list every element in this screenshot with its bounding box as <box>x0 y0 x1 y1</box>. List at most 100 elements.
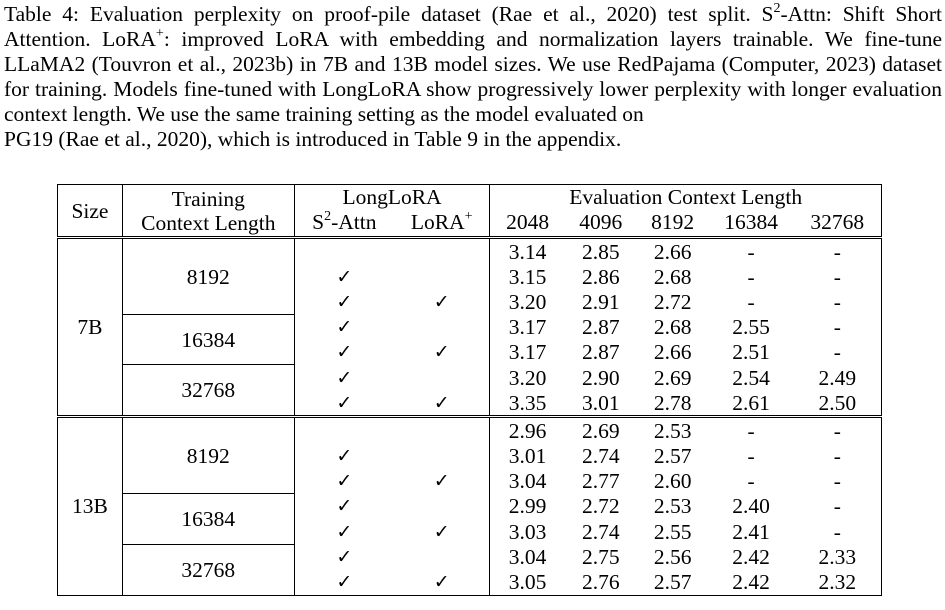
s2-attn-check: ✓ <box>336 545 353 568</box>
lora-plus-check: ✓ <box>393 289 491 315</box>
lora-plus-check <box>393 493 491 520</box>
s2-label: S <box>312 210 325 234</box>
caption-sup-plus: + <box>155 25 164 41</box>
value-4096: 2.86 <box>581 264 620 289</box>
value-16384: 2.40 <box>732 494 770 519</box>
value-32768: - <box>793 289 882 315</box>
value-4096: 2.76 <box>564 569 637 596</box>
value-2048: 3.14 <box>508 239 547 264</box>
s2-sup: 2 <box>324 208 332 224</box>
s2-attn-check: ✓ <box>294 390 394 419</box>
value-2048: 2.99 <box>508 494 547 519</box>
value-2048: 3.04 <box>508 469 547 494</box>
lora-plus-check <box>393 544 491 570</box>
s2-attn-check <box>294 238 394 265</box>
s2-attn-check: ✓ <box>336 316 353 339</box>
value-32768: - <box>793 468 882 494</box>
value-2048: 3.20 <box>508 289 547 314</box>
header-longlora: LongLoRA <box>294 184 491 209</box>
value-16384: 2.51 <box>732 340 770 365</box>
value-8192: 2.56 <box>653 544 692 569</box>
training-context-cell: 16384 <box>122 493 295 545</box>
header-eval-4096: 4096 <box>564 209 637 239</box>
lora-plus-check <box>393 443 491 469</box>
value-16384: - <box>747 264 755 289</box>
header-size: Size <box>57 184 123 239</box>
results-table: Size Training Context Length LongLoRA Ev… <box>57 184 882 596</box>
value-16384: 2.54 <box>732 365 770 390</box>
value-32768: 2.49 <box>793 364 882 391</box>
header-training-context: Training Context Length <box>122 184 295 239</box>
header-eval-32768: 32768 <box>793 209 882 239</box>
value-16384: - <box>747 289 755 314</box>
caption-sup-2: 2 <box>773 0 781 16</box>
caption-last-line: PG19 (Rae et al., 2020), which is introd… <box>4 127 622 151</box>
header-eval-8192: 8192 <box>636 209 709 239</box>
s2-attn-check: ✓ <box>336 265 353 288</box>
s2-attn-check: ✓ <box>336 470 353 493</box>
value-4096: 2.85 <box>581 239 620 264</box>
header-eval-2048: 2048 <box>489 209 565 239</box>
header-training-line2: Context Length <box>141 210 276 235</box>
value-2048: 2.96 <box>508 418 547 443</box>
value-2048: 3.35 <box>489 390 565 419</box>
value-16384: - <box>747 444 755 469</box>
s2-attn-check: ✓ <box>336 290 353 313</box>
value-32768: 2.50 <box>793 390 882 419</box>
value-4096: 3.01 <box>564 390 637 419</box>
lora-plus-check <box>393 314 491 340</box>
size-cell: 13B <box>57 416 123 596</box>
value-4096: 2.87 <box>581 340 620 365</box>
training-context-cell: 16384 <box>122 314 295 366</box>
value-8192: 2.72 <box>653 289 692 314</box>
lora-sup: + <box>464 208 473 224</box>
training-context-cell: 8192 <box>122 237 295 316</box>
training-context-cell: 32768 <box>122 364 295 419</box>
s2-attn-check: ✓ <box>336 495 353 518</box>
lora-plus-check: ✓ <box>393 569 491 596</box>
value-2048: 3.04 <box>508 544 547 569</box>
value-16384: - <box>747 418 755 443</box>
value-16384: 2.61 <box>708 390 794 419</box>
value-8192: 2.66 <box>653 340 692 365</box>
value-8192: 2.60 <box>653 469 692 494</box>
value-2048: 3.03 <box>508 519 547 544</box>
header-eval-16384: 16384 <box>708 209 794 239</box>
value-16384: 2.42 <box>708 569 794 596</box>
training-context-cell: 32768 <box>122 544 295 596</box>
value-32768: - <box>793 237 882 265</box>
s2-attn-check <box>294 417 394 444</box>
value-8192: 2.69 <box>653 365 692 390</box>
value-4096: 2.75 <box>581 544 620 569</box>
value-16384: 2.41 <box>732 519 770 544</box>
value-4096: 2.77 <box>581 469 620 494</box>
value-8192: 2.57 <box>636 569 709 596</box>
value-4096: 2.69 <box>581 418 620 443</box>
s2-attn-check: ✓ <box>336 341 353 364</box>
lora-plus-check: ✓ <box>393 339 491 365</box>
value-32768: - <box>793 314 882 340</box>
caption-line1b: -Attn: Shift Short Attention. LoRA <box>4 2 942 51</box>
value-16384: - <box>747 469 755 494</box>
header-lora-plus: LoRA+ <box>393 208 491 239</box>
lora-plus-check <box>393 364 491 391</box>
value-8192: 2.53 <box>653 494 692 519</box>
value-32768: - <box>793 339 882 365</box>
header-s2-attn: S2-Attn <box>294 208 394 239</box>
value-2048: 3.05 <box>489 569 565 596</box>
table-caption: Table 4: Evaluation perplexity on proof-… <box>4 0 942 152</box>
value-8192: 2.55 <box>653 519 692 544</box>
value-2048: 3.01 <box>508 444 547 469</box>
caption-line2: : improved LoRA with embedding and norma… <box>4 27 942 126</box>
value-4096: 2.87 <box>581 315 620 340</box>
value-2048: 3.17 <box>508 340 547 365</box>
value-32768: - <box>793 443 882 469</box>
size-cell: 7B <box>57 237 123 419</box>
header-training-line1: Training <box>171 186 245 211</box>
s2-attn-check: ✓ <box>336 445 353 468</box>
s2-attn-check: ✓ <box>336 520 353 543</box>
value-8192: 2.66 <box>653 239 692 264</box>
lora-plus-check <box>393 264 491 290</box>
value-8192: 2.53 <box>653 418 692 443</box>
value-32768: - <box>793 519 882 545</box>
